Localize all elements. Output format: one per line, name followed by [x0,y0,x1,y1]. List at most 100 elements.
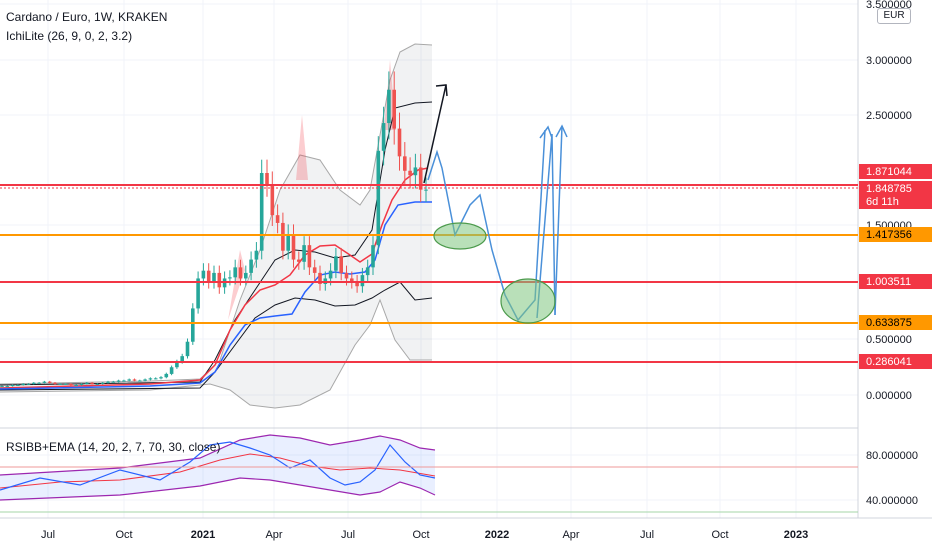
time-tick-label: 2023 [784,529,808,541]
candle-body [312,267,317,273]
candle-body [307,245,312,268]
osc-lower-band [0,477,436,501]
time-tick-label: 2022 [485,529,509,541]
candle-body [228,277,232,279]
level-tag-text: 1.003511 [866,276,911,288]
time-tick-label: Apr [562,529,579,541]
candle-body [21,383,25,386]
candle-body [42,381,47,383]
candle-body [275,215,280,223]
candle-body [0,386,4,388]
price-tick-label: 2.500000 [866,110,912,122]
candle-body [291,234,296,260]
base-blue-line [0,201,432,390]
time-tick-label: Apr [265,529,282,541]
candle-body [392,89,396,129]
currency-button[interactable]: EUR [877,8,911,24]
candle-body [233,267,237,278]
candle-body [344,272,349,279]
candle-body [355,281,359,287]
time-tick-label: Jul [640,529,654,541]
candle-body [286,234,290,251]
candle-body [397,128,402,157]
candle-body [26,383,31,385]
osc-upper-band [0,434,436,476]
candles [0,71,428,388]
level-tag-text: 1.848785 [866,183,912,195]
candle-body [159,377,163,379]
price-levels [0,184,858,363]
time-tick-label: Oct [412,529,429,541]
price-tick-label: 3.000000 [866,55,912,67]
osc-tick-label: 80.000000 [866,450,918,462]
band-fill [0,44,432,408]
candle-body [334,256,338,271]
grid-lines [0,0,858,518]
projection-drawings [423,84,568,324]
level-tag-text: 0.633875 [866,317,912,329]
breakout-arrow-line [423,84,447,184]
candle-body [318,272,322,284]
candle-body [244,272,248,279]
candle-body [217,272,222,288]
candle-body [328,270,333,279]
time-tick-label: Oct [115,529,132,541]
candle-body [143,379,147,381]
candle-body [259,173,264,251]
candle-body [297,259,301,262]
candle-body [169,367,174,374]
projection-path-3 [554,125,563,316]
price-axis: 3.5000003.0000002.5000001.5000000.500000… [859,0,932,507]
candle-body [191,308,195,342]
candle-body [418,167,423,190]
candle-body [32,382,36,384]
candle-body [387,89,391,124]
candle-body [196,278,200,309]
level-tag-text: 1.871044 [866,166,912,178]
candle-body [132,379,137,381]
current-price-tag [859,181,932,209]
candle-body [185,341,190,357]
target-zone-1 [433,222,487,250]
candle-body [58,383,63,385]
candle-body [175,361,179,368]
candle-body [350,278,354,282]
candle-body [153,378,158,380]
osc-tick-label: 40.000000 [866,495,918,507]
time-tick-label: Jul [41,529,55,541]
candle-body [100,382,105,384]
candle-body [281,222,285,251]
candle-body [265,173,269,185]
candle-body [180,356,184,362]
candle-body [79,383,84,386]
candle-body [95,383,100,385]
candle-body [413,167,418,176]
breakout-arrow-head [435,84,448,97]
time-tick-label: 2021 [191,529,215,541]
candle-body [10,385,15,387]
bands-group [0,43,433,409]
candle-body [365,267,370,276]
candle-body [47,381,52,383]
candle-body [116,380,121,382]
candle-body [403,156,407,171]
candle-body [90,382,94,384]
candle-body [381,123,386,151]
upper-inner-band [0,101,433,386]
candle-body [106,381,110,383]
candle-body [74,385,78,387]
price-tick-label: 0.000000 [866,390,912,402]
candle-body [69,383,73,386]
oscillator-title: RSIBB+EMA (14, 20, 2, 7, 70, 30, close) [6,440,221,454]
candle-body [270,184,275,216]
candle-body [212,272,216,282]
projection-arrow-head [539,125,553,139]
candle-body [122,380,126,382]
candle-body [16,385,20,387]
time-tick-label: Oct [711,529,728,541]
osc-rsi [0,441,436,491]
price-tick-label: 0.500000 [866,334,912,346]
candle-body [85,382,89,384]
